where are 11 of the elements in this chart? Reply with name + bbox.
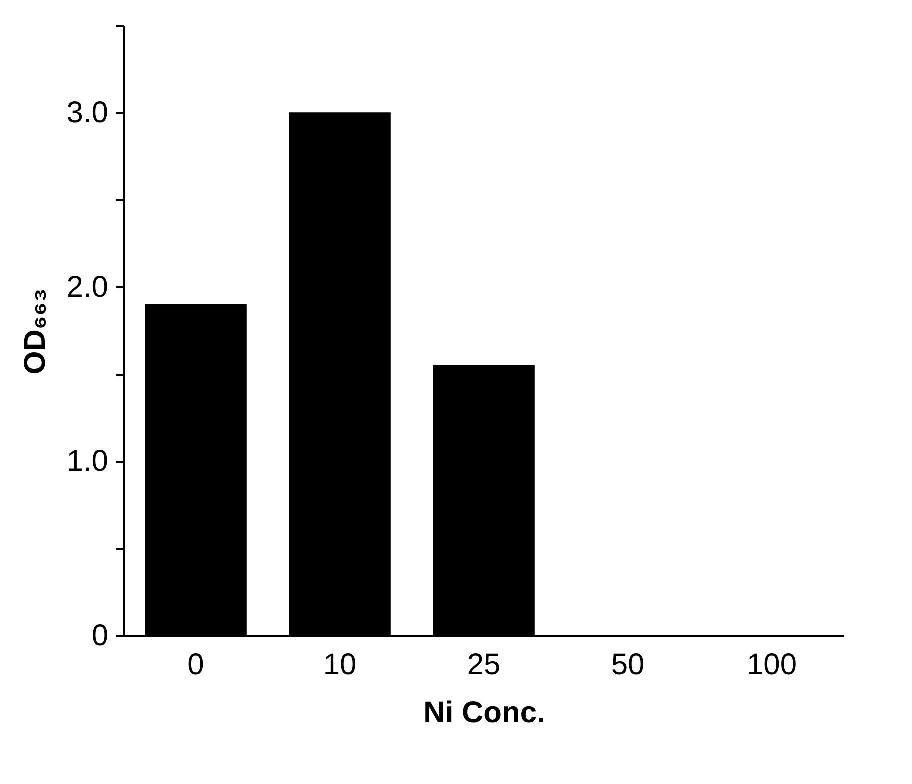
y-tick-label: 0	[92, 620, 108, 652]
x-tick-label: 10	[323, 648, 357, 682]
x-axis-title: Ni Conc.	[424, 696, 546, 730]
y-tick-label: 3.0	[66, 96, 108, 130]
x-tick-label: 100	[746, 648, 798, 682]
x-tick-label: 50	[611, 648, 645, 682]
y-axis-title: OD₆₆₃	[18, 288, 52, 375]
y-tick-label: 2.0	[66, 270, 108, 304]
x-tick-label: 0	[188, 648, 204, 682]
x-tick-label: 25	[467, 648, 501, 682]
y-tick-label: 1.0	[66, 445, 108, 478]
